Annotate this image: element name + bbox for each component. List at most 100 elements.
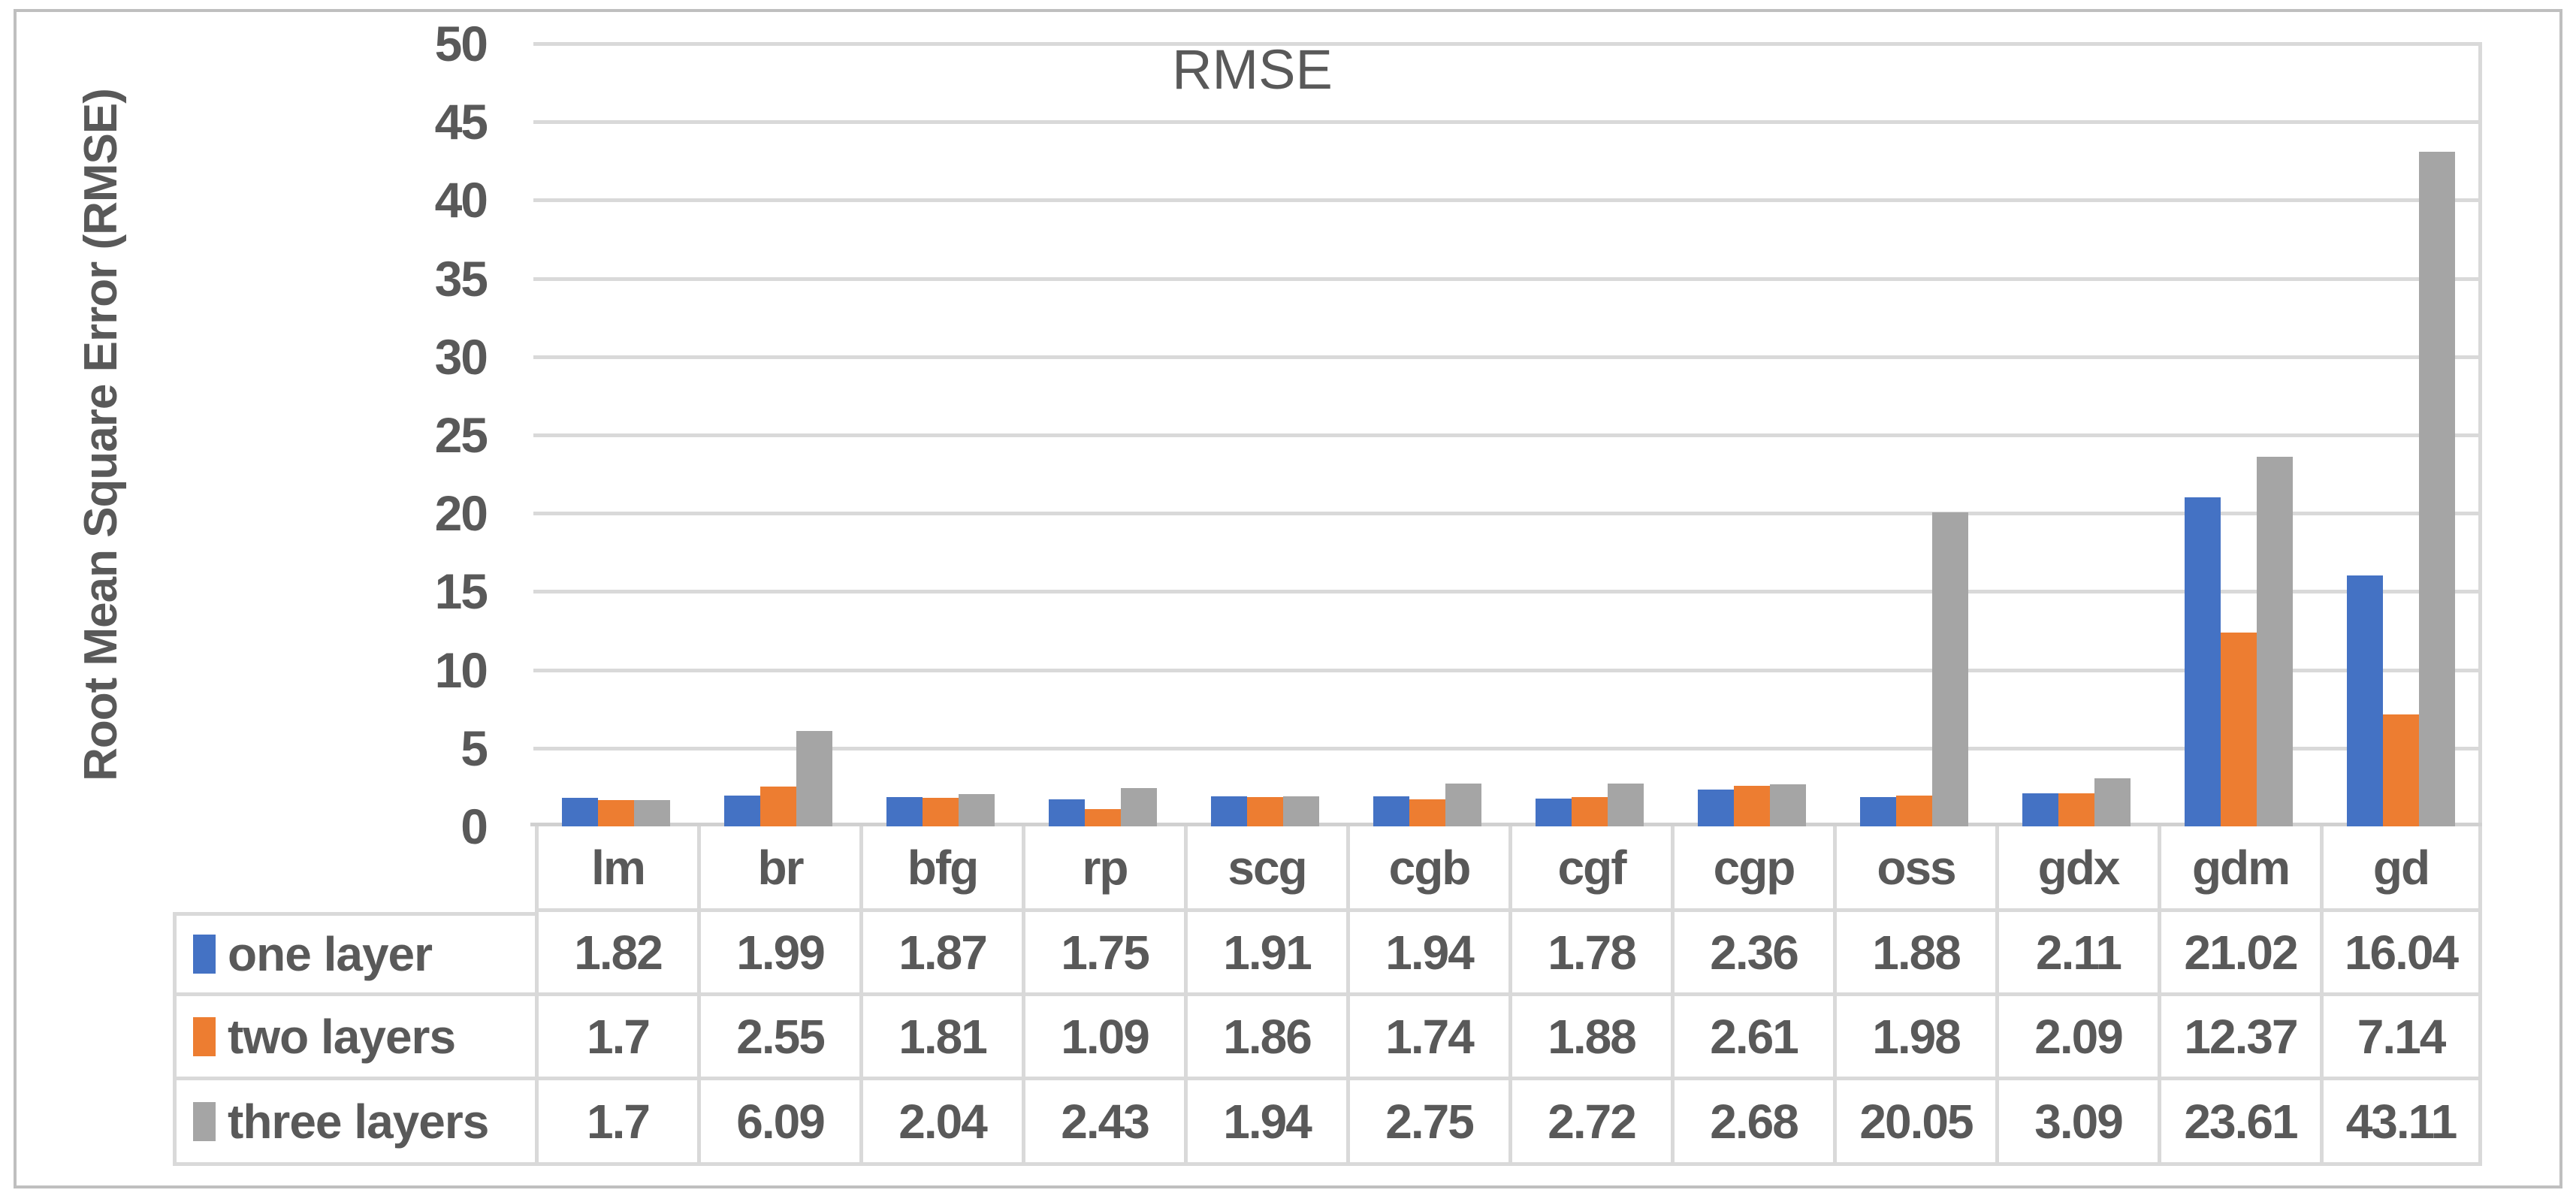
cell-one-layer-lm: 1.82: [535, 912, 697, 996]
legend-swatch-one-layer: [193, 935, 216, 974]
legend-swatch-three-layers: [193, 1101, 216, 1141]
bar-one-layer-br: [724, 795, 760, 826]
bar-two-layers-lm: [598, 799, 634, 826]
cell-one-layer-cgf: 1.78: [1508, 912, 1671, 996]
cell-three-layers-br: 6.09: [697, 1080, 859, 1166]
cell-three-layers-gdm: 23.61: [2158, 1080, 2320, 1166]
cell-two-layers-br: 2.55: [697, 996, 859, 1080]
gridline-30: [533, 355, 2482, 359]
cell-three-layers-gdx: 3.09: [1995, 1080, 2158, 1166]
bar-three-layers-cgb: [1445, 783, 1481, 826]
bar-three-layers-cgp: [1770, 784, 1806, 826]
y-tick-label-35: 35: [434, 250, 488, 307]
category-header-cgp: cgp: [1671, 826, 1833, 912]
y-tick-label-0: 0: [461, 799, 488, 854]
series-row-label-one-layer: one layer: [173, 912, 535, 996]
cell-three-layers-rp: 2.43: [1022, 1080, 1184, 1166]
cell-three-layers-cgb: 2.75: [1346, 1080, 1508, 1166]
cell-one-layer-gdm: 21.02: [2158, 912, 2320, 996]
y-tick-label-20: 20: [434, 485, 488, 542]
bar-two-layers-gd: [2383, 714, 2419, 826]
cell-two-layers-gdm: 12.37: [2158, 996, 2320, 1080]
category-header-gdx: gdx: [1995, 826, 2158, 912]
gridline-35: [533, 276, 2482, 281]
category-header-br: br: [697, 826, 859, 912]
gridline-5: [533, 746, 2482, 751]
cell-two-layers-lm: 1.7: [535, 996, 697, 1080]
y-tick-label-15: 15: [434, 563, 488, 620]
bar-one-layer-cgf: [1536, 798, 1572, 826]
bar-two-layers-rp: [1085, 809, 1121, 826]
cell-three-layers-cgf: 2.72: [1508, 1080, 1671, 1166]
cell-one-layer-oss: 1.88: [1833, 912, 1995, 996]
bar-two-layers-gdm: [2221, 633, 2257, 826]
gridline-40: [533, 198, 2482, 203]
y-axis-title: Root Mean Square Error (RMSE): [75, 89, 127, 781]
gridline-20: [533, 512, 2482, 516]
cell-three-layers-oss: 20.05: [1833, 1080, 1995, 1166]
cell-one-layer-gd: 16.04: [2320, 912, 2482, 996]
bar-three-layers-gd: [2419, 151, 2455, 826]
bar-one-layer-bfg: [886, 797, 923, 826]
y-tick-label-40: 40: [434, 172, 488, 228]
gridline-15: [533, 590, 2482, 594]
series-name-label: one layer: [228, 927, 433, 981]
bar-three-layers-oss: [1932, 512, 1968, 826]
bar-three-layers-gdx: [2094, 778, 2131, 826]
cell-two-layers-bfg: 1.81: [859, 996, 1022, 1080]
chart-title: RMSE: [1172, 38, 1333, 101]
category-header-scg: scg: [1184, 826, 1346, 912]
bar-one-layer-gdm: [2185, 497, 2221, 826]
bar-two-layers-cgb: [1409, 799, 1445, 826]
bar-one-layer-gd: [2347, 575, 2383, 826]
cell-two-layers-oss: 1.98: [1833, 996, 1995, 1080]
cell-two-layers-scg: 1.86: [1184, 996, 1346, 1080]
bar-three-layers-scg: [1283, 796, 1319, 826]
cell-one-layer-gdx: 2.11: [1995, 912, 2158, 996]
bar-three-layers-bfg: [959, 794, 995, 826]
bar-three-layers-lm: [634, 799, 670, 826]
bar-one-layer-scg: [1211, 796, 1247, 826]
bar-three-layers-rp: [1121, 788, 1157, 826]
y-tick-label-30: 30: [434, 328, 488, 385]
cell-one-layer-bfg: 1.87: [859, 912, 1022, 996]
cell-one-layer-cgb: 1.94: [1346, 912, 1508, 996]
cell-two-layers-rp: 1.09: [1022, 996, 1184, 1080]
series-name-label: two layers: [228, 1009, 456, 1064]
series-row-label-two-layers: two layers: [173, 996, 535, 1080]
bar-one-layer-lm: [562, 798, 598, 826]
cell-three-layers-gd: 43.11: [2320, 1080, 2482, 1166]
cell-two-layers-gd: 7.14: [2320, 996, 2482, 1080]
cell-one-layer-cgp: 2.36: [1671, 912, 1833, 996]
y-tick-label-25: 25: [434, 407, 488, 463]
gridline-25: [533, 433, 2482, 437]
data-table: lm br bfg rp scg cgb cgf cgp oss gdx gdm gd one laye…: [173, 826, 2482, 1166]
x-axis-line: [530, 823, 2482, 826]
bar-two-layers-gdx: [2058, 793, 2094, 826]
bar-one-layer-oss: [1860, 796, 1896, 826]
y-tick-label-10: 10: [434, 642, 488, 698]
cell-one-layer-scg: 1.91: [1184, 912, 1346, 996]
category-header-gd: gd: [2320, 826, 2482, 912]
cell-two-layers-cgp: 2.61: [1671, 996, 1833, 1080]
bar-two-layers-cgf: [1572, 796, 1608, 826]
bar-two-layers-oss: [1896, 795, 1932, 826]
category-header-rp: rp: [1022, 826, 1184, 912]
y-tick-label-5: 5: [461, 720, 488, 776]
cell-two-layers-gdx: 2.09: [1995, 996, 2158, 1080]
cell-one-layer-br: 1.99: [697, 912, 859, 996]
cell-one-layer-rp: 1.75: [1022, 912, 1184, 996]
series-name-label: three layers: [228, 1094, 489, 1149]
bar-two-layers-scg: [1247, 797, 1283, 826]
category-header-cgb: cgb: [1346, 826, 1508, 912]
figure-border: [14, 9, 2562, 1188]
y-tick-label-50: 50: [434, 16, 488, 71]
category-header-bfg: bfg: [859, 826, 1022, 912]
plot-right-border: [2478, 44, 2482, 823]
cell-three-layers-bfg: 2.04: [859, 1080, 1022, 1166]
cell-three-layers-scg: 1.94: [1184, 1080, 1346, 1166]
category-header-lm: lm: [535, 826, 697, 912]
gridline-50: [533, 42, 2482, 46]
bar-one-layer-rp: [1049, 799, 1085, 826]
bar-two-layers-br: [760, 786, 796, 826]
